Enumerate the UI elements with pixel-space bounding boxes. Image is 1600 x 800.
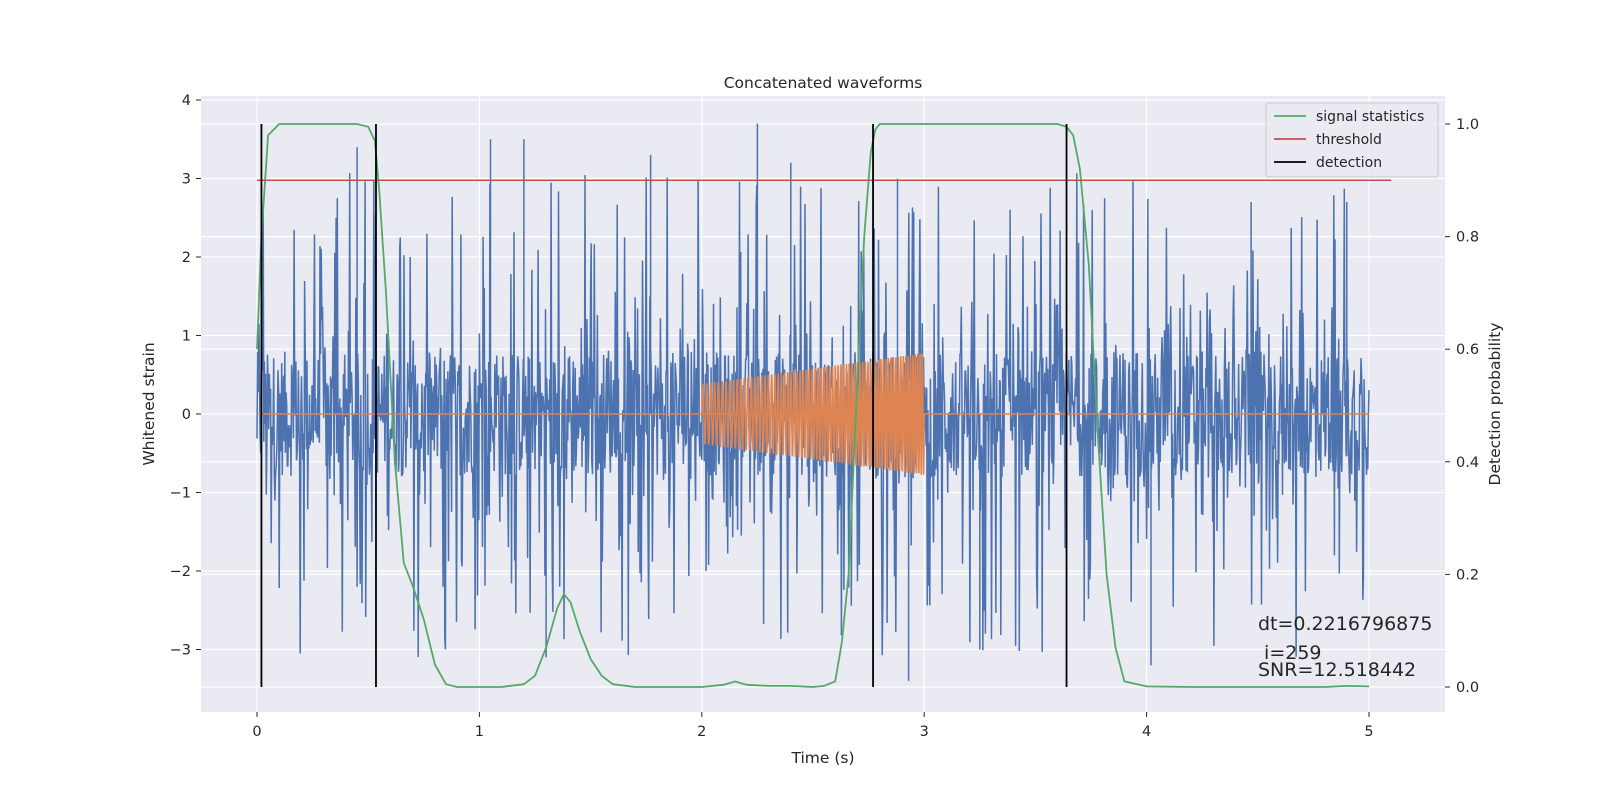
x-tick-label: 4 <box>1142 724 1151 740</box>
y2-tick-label: 0.6 <box>1456 342 1479 358</box>
legend-box <box>1265 102 1439 178</box>
y-tick-label: 2 <box>182 250 191 266</box>
x-tick-label: 2 <box>697 724 706 740</box>
annotation-snr: SNR=12.518442 <box>1258 659 1416 681</box>
y-tick-label: 4 <box>182 93 191 109</box>
y-tick-label: −2 <box>170 564 191 580</box>
y2-tick-label: 0.2 <box>1456 567 1479 583</box>
legend-label-threshold: threshold <box>1316 132 1382 148</box>
legend: signal statistics threshold detection <box>1265 102 1439 178</box>
legend-label-signal-statistics: signal statistics <box>1316 109 1424 125</box>
y2-tick-label: 1.0 <box>1456 117 1479 133</box>
y2-axis-label: Detection probability <box>1486 323 1504 486</box>
y-axis-label: Whitened strain <box>140 342 158 465</box>
annotation-index: i=259 <box>1258 642 1322 664</box>
right-axis-series <box>256 123 1392 688</box>
y-tick-label: 0 <box>182 407 191 423</box>
y2-axis-ticks: 0.0 0.2 0.4 0.6 0.8 1.0 <box>1445 117 1479 696</box>
y2-tick-label: 0.0 <box>1456 680 1479 696</box>
x-tick-label: 3 <box>920 724 929 740</box>
x-tick-label: 5 <box>1364 724 1373 740</box>
injection-series <box>257 353 1369 476</box>
plot-area <box>256 123 1392 688</box>
y2-tick-label: 0.4 <box>1456 455 1479 471</box>
y-tick-label: 3 <box>182 172 191 188</box>
y-axis-ticks: −3 −2 −1 0 1 2 3 4 <box>170 93 201 659</box>
annotation-dt: dt=0.2216796875 <box>1258 613 1432 635</box>
y-tick-label: −3 <box>170 643 191 659</box>
x-tick-label: 0 <box>252 724 261 740</box>
x-tick-label: 1 <box>475 724 484 740</box>
legend-label-detection: detection <box>1316 155 1382 171</box>
y2-tick-label: 0.8 <box>1456 230 1479 246</box>
y-tick-label: −1 <box>170 486 191 502</box>
y-tick-label: 1 <box>182 329 191 345</box>
signal-statistics-line <box>256 123 1370 688</box>
x-axis-label: Time (s) <box>790 749 854 767</box>
chart-title: Concatenated waveforms <box>724 74 923 92</box>
x-axis-ticks: 0 1 2 3 4 5 <box>252 712 1374 740</box>
